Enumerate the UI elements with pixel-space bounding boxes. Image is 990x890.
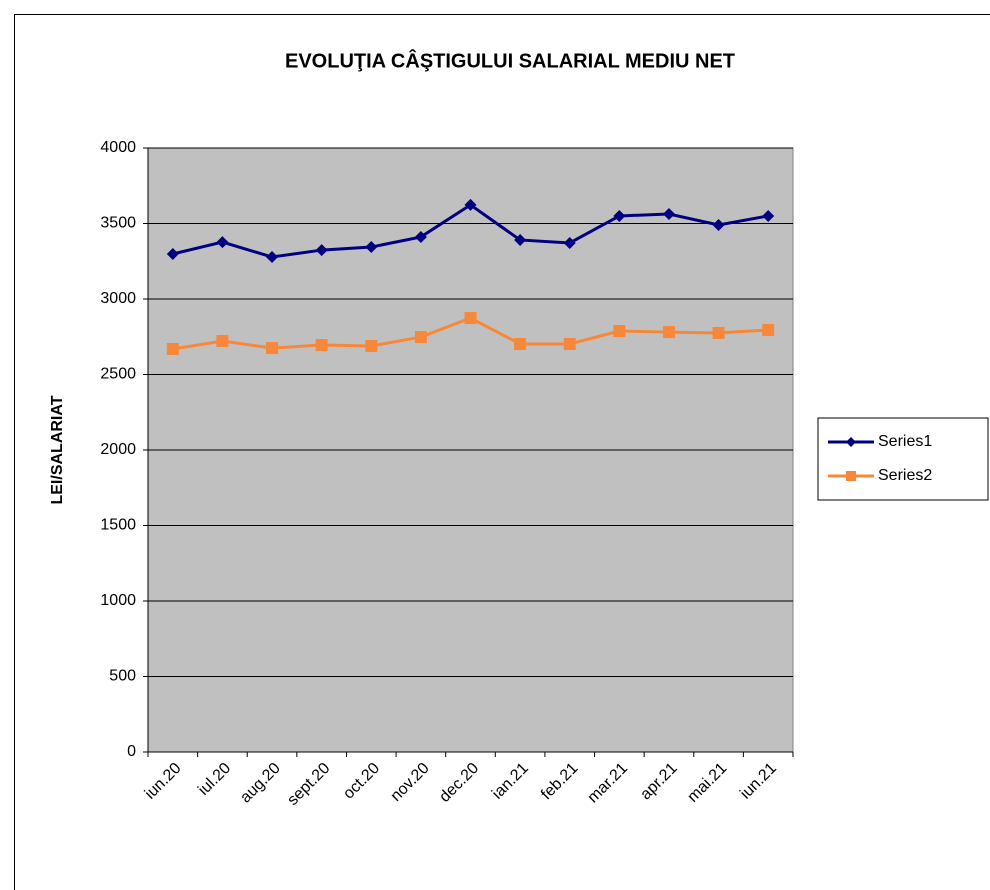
marker xyxy=(762,323,775,336)
marker xyxy=(563,337,576,350)
marker xyxy=(315,244,328,257)
marker xyxy=(762,209,775,222)
chart-title: EVOLUŢIA CÂŞTIGULUI SALARIAL MEDIU NET xyxy=(285,48,735,72)
marker xyxy=(662,326,675,339)
y-tick-label: 2000 xyxy=(100,441,136,458)
marker xyxy=(315,339,328,352)
marker xyxy=(216,334,229,347)
marker xyxy=(613,209,626,222)
marker xyxy=(563,236,576,249)
marker xyxy=(166,248,179,261)
marker xyxy=(266,251,279,264)
legend-label: Series2 xyxy=(878,467,932,484)
marker xyxy=(365,241,378,254)
y-tick-label: 3000 xyxy=(100,290,136,307)
y-axis-label: LEI/SALARIAT xyxy=(49,395,66,504)
y-tick-label: 2500 xyxy=(100,366,136,383)
y-tick-label: 500 xyxy=(109,668,136,685)
marker xyxy=(216,236,229,249)
y-tick-label: 1500 xyxy=(100,517,136,534)
marker xyxy=(414,331,427,344)
y-tick-label: 4000 xyxy=(100,139,136,156)
marker xyxy=(514,337,527,350)
marker xyxy=(712,219,725,232)
y-tick-label: 3500 xyxy=(100,215,136,232)
legend-label: Series1 xyxy=(878,433,932,450)
marker xyxy=(514,233,527,246)
marker xyxy=(365,339,378,352)
y-tick-label: 1000 xyxy=(100,592,136,609)
marker xyxy=(662,207,675,220)
y-tick-label: 0 xyxy=(127,743,136,760)
legend-marker xyxy=(846,471,856,481)
marker xyxy=(712,326,725,339)
legend xyxy=(817,417,989,501)
legend-marker xyxy=(846,437,856,447)
marker xyxy=(613,325,626,338)
marker xyxy=(464,312,477,325)
marker xyxy=(166,342,179,355)
marker xyxy=(464,198,477,211)
marker xyxy=(266,342,279,355)
marker xyxy=(414,230,427,243)
